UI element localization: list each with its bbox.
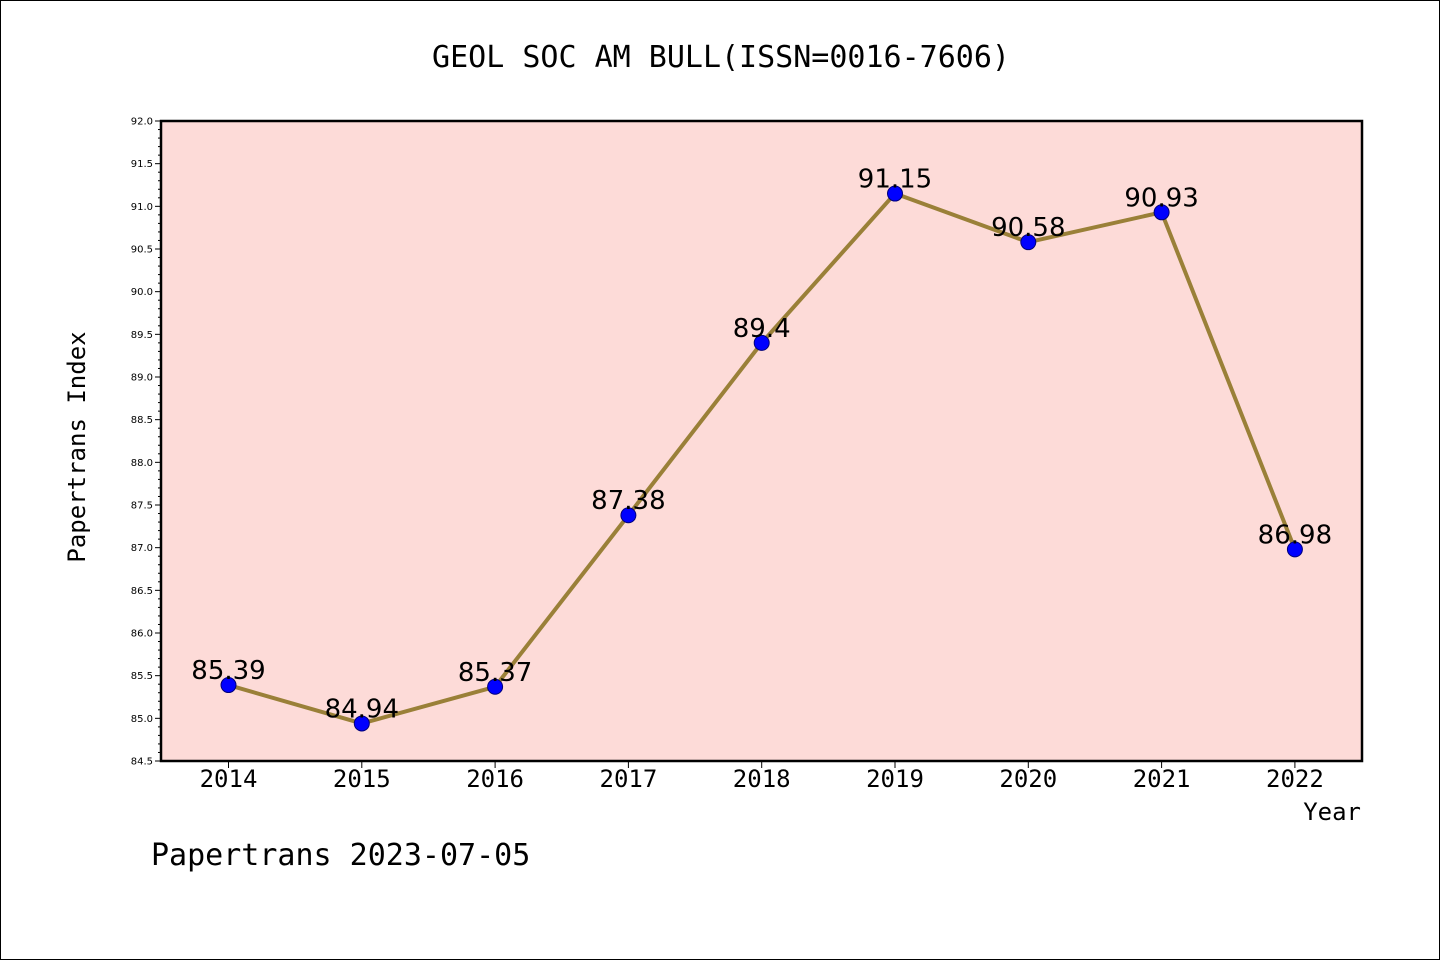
- data-label: 90.58: [991, 213, 1065, 243]
- y-tick-label: 86.5: [131, 586, 153, 597]
- data-label: 86.98: [1258, 520, 1332, 550]
- y-tick-label: 91.5: [131, 159, 153, 170]
- chart-title: GEOL SOC AM BULL(ISSN=0016-7606): [432, 40, 1010, 75]
- data-label: 90.93: [1124, 183, 1198, 213]
- y-tick-label: 89.5: [131, 330, 153, 341]
- data-point: [620, 507, 637, 524]
- data-point: [887, 185, 903, 202]
- x-tick-label: 2020: [999, 765, 1057, 793]
- data-point: [753, 334, 770, 351]
- y-tick-label: 87.5: [131, 501, 153, 512]
- data-label: 85.37: [458, 658, 532, 688]
- data-point: [1020, 234, 1037, 251]
- footer-caption: Papertrans 2023-07-05: [151, 838, 530, 873]
- y-tick-label: 88.0: [131, 458, 153, 469]
- data-label: 85.39: [191, 656, 265, 686]
- x-tick-label: 2019: [866, 765, 924, 793]
- data-label: 89.4: [733, 314, 791, 344]
- x-tick-label: 2016: [466, 765, 524, 793]
- data-point: [1286, 541, 1303, 558]
- x-tick-label: 2018: [733, 765, 791, 793]
- x-tick-label: 2015: [333, 765, 391, 793]
- y-tick-label: 84.5: [131, 757, 153, 768]
- data-label: 91.15: [858, 165, 932, 195]
- y-tick-label: 86.0: [131, 629, 153, 640]
- data-point: [1153, 204, 1170, 221]
- data-point: [353, 715, 370, 732]
- y-tick-label: 87.0: [131, 543, 153, 554]
- y-tick-label: 89.0: [131, 373, 153, 384]
- y-tick-label: 92.0: [131, 117, 153, 128]
- y-tick-label: 91.0: [131, 202, 153, 213]
- x-tick-label: 2014: [200, 765, 258, 793]
- data-label: 87.38: [591, 486, 665, 516]
- y-axis-label: Papertrans Index: [63, 331, 91, 562]
- data-label: 84.94: [325, 694, 399, 724]
- series-markers: [220, 185, 1303, 732]
- data-labels: 85.39 84.94 85.37 87.38 89.4 91.15 90.58 90.93 8…: [191, 165, 1332, 725]
- y-tick-label: 90.5: [131, 245, 153, 256]
- y-tick-label: 85.5: [131, 671, 153, 682]
- x-tick-label: 2017: [600, 765, 658, 793]
- y-tick-label: 85.0: [131, 714, 153, 725]
- data-point: [487, 678, 504, 695]
- data-point: [220, 677, 237, 694]
- x-tick-label: 2021: [1133, 765, 1191, 793]
- y-tick-label: 90.0: [131, 287, 153, 298]
- x-tick-label: 2022: [1266, 765, 1324, 793]
- x-axis-label: Year: [1303, 798, 1361, 826]
- x-axis-ticks: 2014 2015 2016 2017 2018 2019 2020 2021 2022: [200, 761, 1324, 793]
- plot-area: [159, 119, 1364, 763]
- y-tick-label: 88.5: [131, 415, 153, 426]
- y-axis-ticks: 84.5 85.0 85.5 86.0 86.5 87.0 87.5 88.0 88.5 89.0…: [131, 117, 161, 768]
